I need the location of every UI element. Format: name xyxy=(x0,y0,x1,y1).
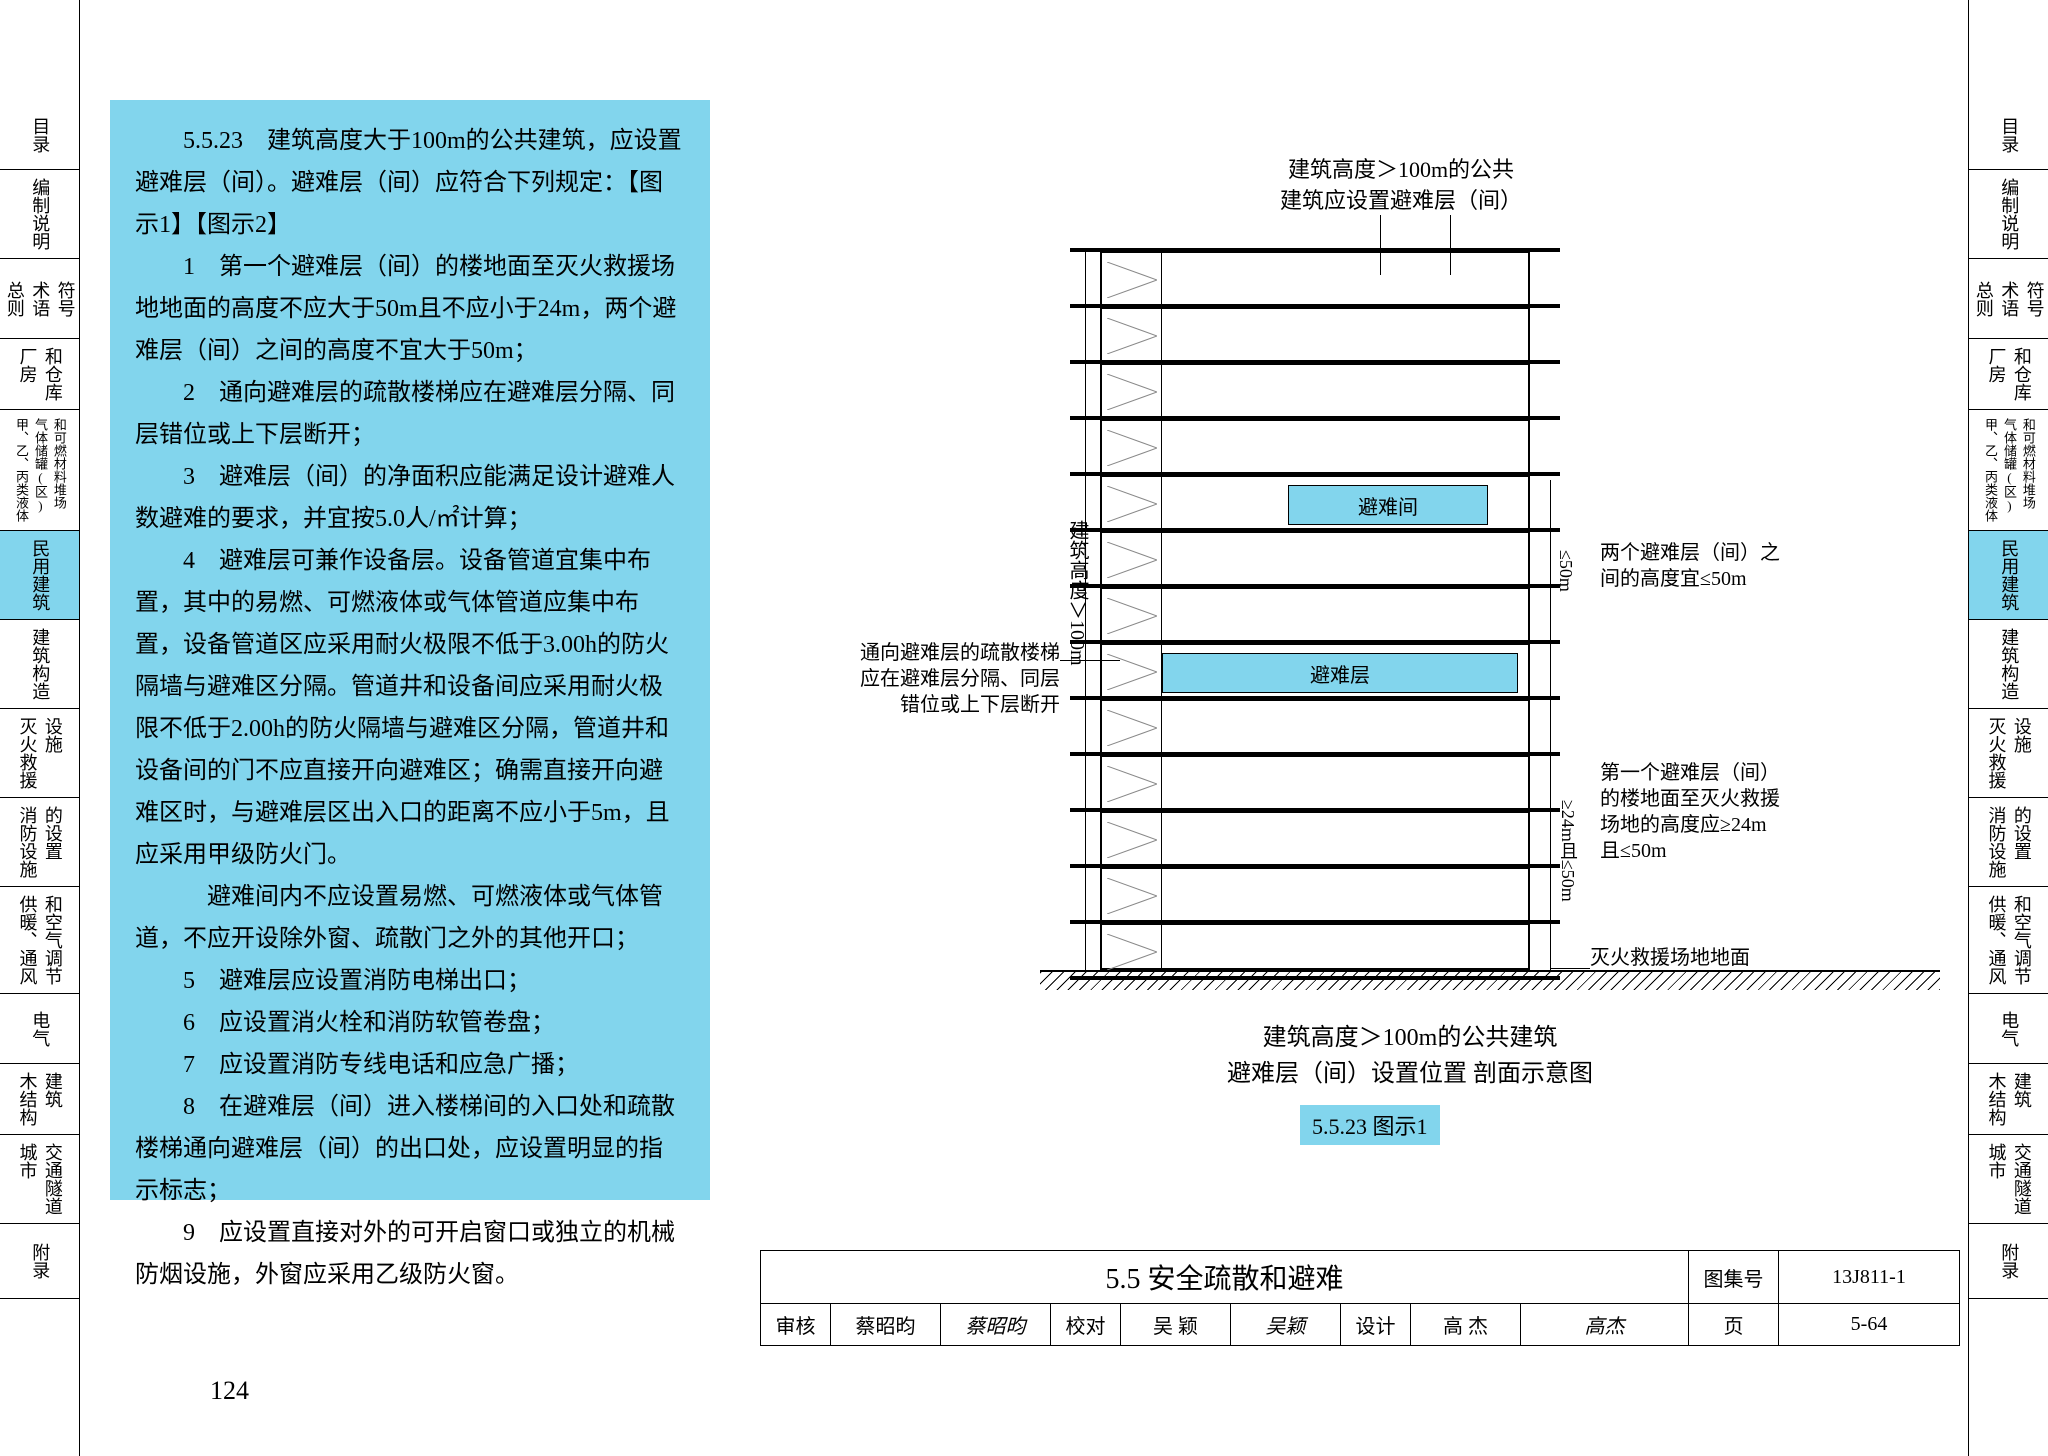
nav-tab-5[interactable]: 民用建筑 xyxy=(1969,531,2048,620)
nav-tab-8[interactable]: 消防设施的设置 xyxy=(0,798,79,887)
article-item: 8 在避难层（间）进入楼梯间的入口处和疏散楼梯通向避难层（间）的出口处，应设置明… xyxy=(135,1086,685,1212)
nav-tab-6[interactable]: 建筑构造 xyxy=(1969,620,2048,709)
article-panel: 5.5.23 建筑高度大于100m的公共建筑，应设置避难层（间）。避难层（间）应… xyxy=(110,100,710,1200)
nav-tab-9[interactable]: 供暖、通风和空气调节 xyxy=(1969,887,2048,994)
stair-note: 通向避难层的疏散楼梯应在避难层分隔、同层错位或上下层断开 xyxy=(800,640,1060,718)
article-item: 1 第一个避难层（间）的楼地面至灭火救援场地地面的高度不应大于50m且不应小于2… xyxy=(135,246,685,372)
note-first: 第一个避难层（间）的楼地面至灭火救援场地的高度应≥24m且≤50m xyxy=(1600,760,1820,864)
nav-tab-12[interactable]: 城市交通隧道 xyxy=(0,1135,79,1224)
nav-tab-1[interactable]: 编制说明 xyxy=(0,170,79,259)
diagram-top-label: 建筑高度＞100m的公共建筑应设置避难层（间） xyxy=(1280,155,1522,217)
drawing-set-label: 图集号 xyxy=(1689,1251,1779,1303)
ground-label: 灭火救援场地地面 xyxy=(1590,945,1750,971)
page-number: 124 xyxy=(210,1376,249,1406)
nav-tab-3[interactable]: 厂房和仓库 xyxy=(1969,339,2048,410)
nav-tab-10[interactable]: 电气 xyxy=(1969,994,2048,1064)
nav-tab-6[interactable]: 建筑构造 xyxy=(0,620,79,709)
dim-50-upper: ≤50m xyxy=(1555,550,1576,592)
article-head: 5.5.23 建筑高度大于100m的公共建筑，应设置避难层（间）。避难层（间）应… xyxy=(135,120,685,246)
nav-tab-7[interactable]: 灭火救援设施 xyxy=(0,709,79,798)
article-item: 3 避难层（间）的净面积应能满足设计避难人数避难的要求，并宜按5.0人/㎡计算； xyxy=(135,456,685,540)
section-title: 5.5 安全疏散和避难 xyxy=(761,1251,1689,1303)
nav-tab-10[interactable]: 电气 xyxy=(0,994,79,1064)
nav-tab-4[interactable]: 甲、乙、丙类液体气体储罐(区)和可燃材料堆场 xyxy=(1969,410,2048,531)
article-item: 9 应设置直接对外的可开启窗口或独立的机械防烟设施，外窗应采用乙级防火窗。 xyxy=(135,1212,685,1296)
nav-tab-5[interactable]: 民用建筑 xyxy=(0,531,79,620)
building-height-label: 建筑高度＞100m xyxy=(1063,520,1092,666)
drawing-set-number: 13J811-1 xyxy=(1779,1251,1959,1303)
ground-hatch xyxy=(1040,970,1940,990)
section-diagram: 建筑高度＞100m的公共建筑应设置避难层（间） 避难间避难层 建筑高度＞100m… xyxy=(760,120,1960,1170)
article-item: 5 避难层应设置消防电梯出口； xyxy=(135,960,685,1002)
nav-tab-9[interactable]: 供暖、通风和空气调节 xyxy=(0,887,79,994)
article-item: 7 应设置消防专线电话和应急广播； xyxy=(135,1044,685,1086)
nav-tab-2[interactable]: 总则术语符号 xyxy=(1969,259,2048,339)
article-item: 2 通向避难层的疏散楼梯应在避难层分隔、同层错位或上下层断开； xyxy=(135,372,685,456)
nav-tab-13[interactable]: 附录 xyxy=(0,1224,79,1299)
article-item: 4 避难层可兼作设备层。设备管道宜集中布置，其中的易燃、可燃液体或气体管道应集中… xyxy=(135,540,685,876)
refuge-room: 避难间 xyxy=(1288,485,1488,525)
diagram-caption: 建筑高度＞100m的公共建筑 避难层（间）设置位置 剖面示意图 xyxy=(1160,1020,1660,1092)
building-elevation: 避难间避难层 xyxy=(1100,250,1530,970)
title-block: 5.5 安全疏散和避难 图集号 13J811-1 审核 蔡昭昀 蔡昭昀 校对 吴… xyxy=(760,1250,1960,1346)
note-between: 两个避难层（间）之间的高度宜≤50m xyxy=(1600,540,1820,592)
nav-tab-3[interactable]: 厂房和仓库 xyxy=(0,339,79,410)
nav-tab-13[interactable]: 附录 xyxy=(1969,1224,2048,1299)
nav-tab-4[interactable]: 甲、乙、丙类液体气体储罐(区)和可燃材料堆场 xyxy=(0,410,79,531)
nav-tab-12[interactable]: 城市交通隧道 xyxy=(1969,1135,2048,1224)
refuge-floor: 避难层 xyxy=(1162,653,1518,693)
nav-tab-7[interactable]: 灭火救援设施 xyxy=(1969,709,2048,798)
figure-label: 5.5.23 图示1 xyxy=(1300,1105,1440,1145)
nav-tab-0[interactable]: 目录 xyxy=(0,100,79,170)
nav-tab-8[interactable]: 消防设施的设置 xyxy=(1969,798,2048,887)
nav-tab-11[interactable]: 木结构建筑 xyxy=(0,1064,79,1135)
nav-tab-1[interactable]: 编制说明 xyxy=(1969,170,2048,259)
nav-tab-11[interactable]: 木结构建筑 xyxy=(1969,1064,2048,1135)
dim-24-50: ≥24m且≤50m xyxy=(1555,800,1581,902)
article-item: 6 应设置消火栓和消防软管卷盘； xyxy=(135,1002,685,1044)
article-item: 避难间内不应设置易燃、可燃液体或气体管道，不应开设除外窗、疏散门之外的其他开口； xyxy=(135,876,685,960)
nav-tab-0[interactable]: 目录 xyxy=(1969,100,2048,170)
nav-tab-2[interactable]: 总则术语符号 xyxy=(0,259,79,339)
page-ref: 5-64 xyxy=(1779,1304,1959,1345)
